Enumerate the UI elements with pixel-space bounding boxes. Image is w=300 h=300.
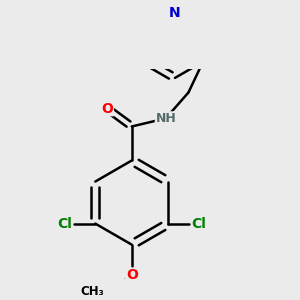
Text: CH₃: CH₃ <box>80 285 104 298</box>
Text: Cl: Cl <box>57 217 72 231</box>
Text: Cl: Cl <box>192 217 206 231</box>
Text: NH: NH <box>155 112 176 125</box>
Text: N: N <box>169 6 181 20</box>
Text: O: O <box>102 102 113 116</box>
Text: O: O <box>126 268 138 282</box>
